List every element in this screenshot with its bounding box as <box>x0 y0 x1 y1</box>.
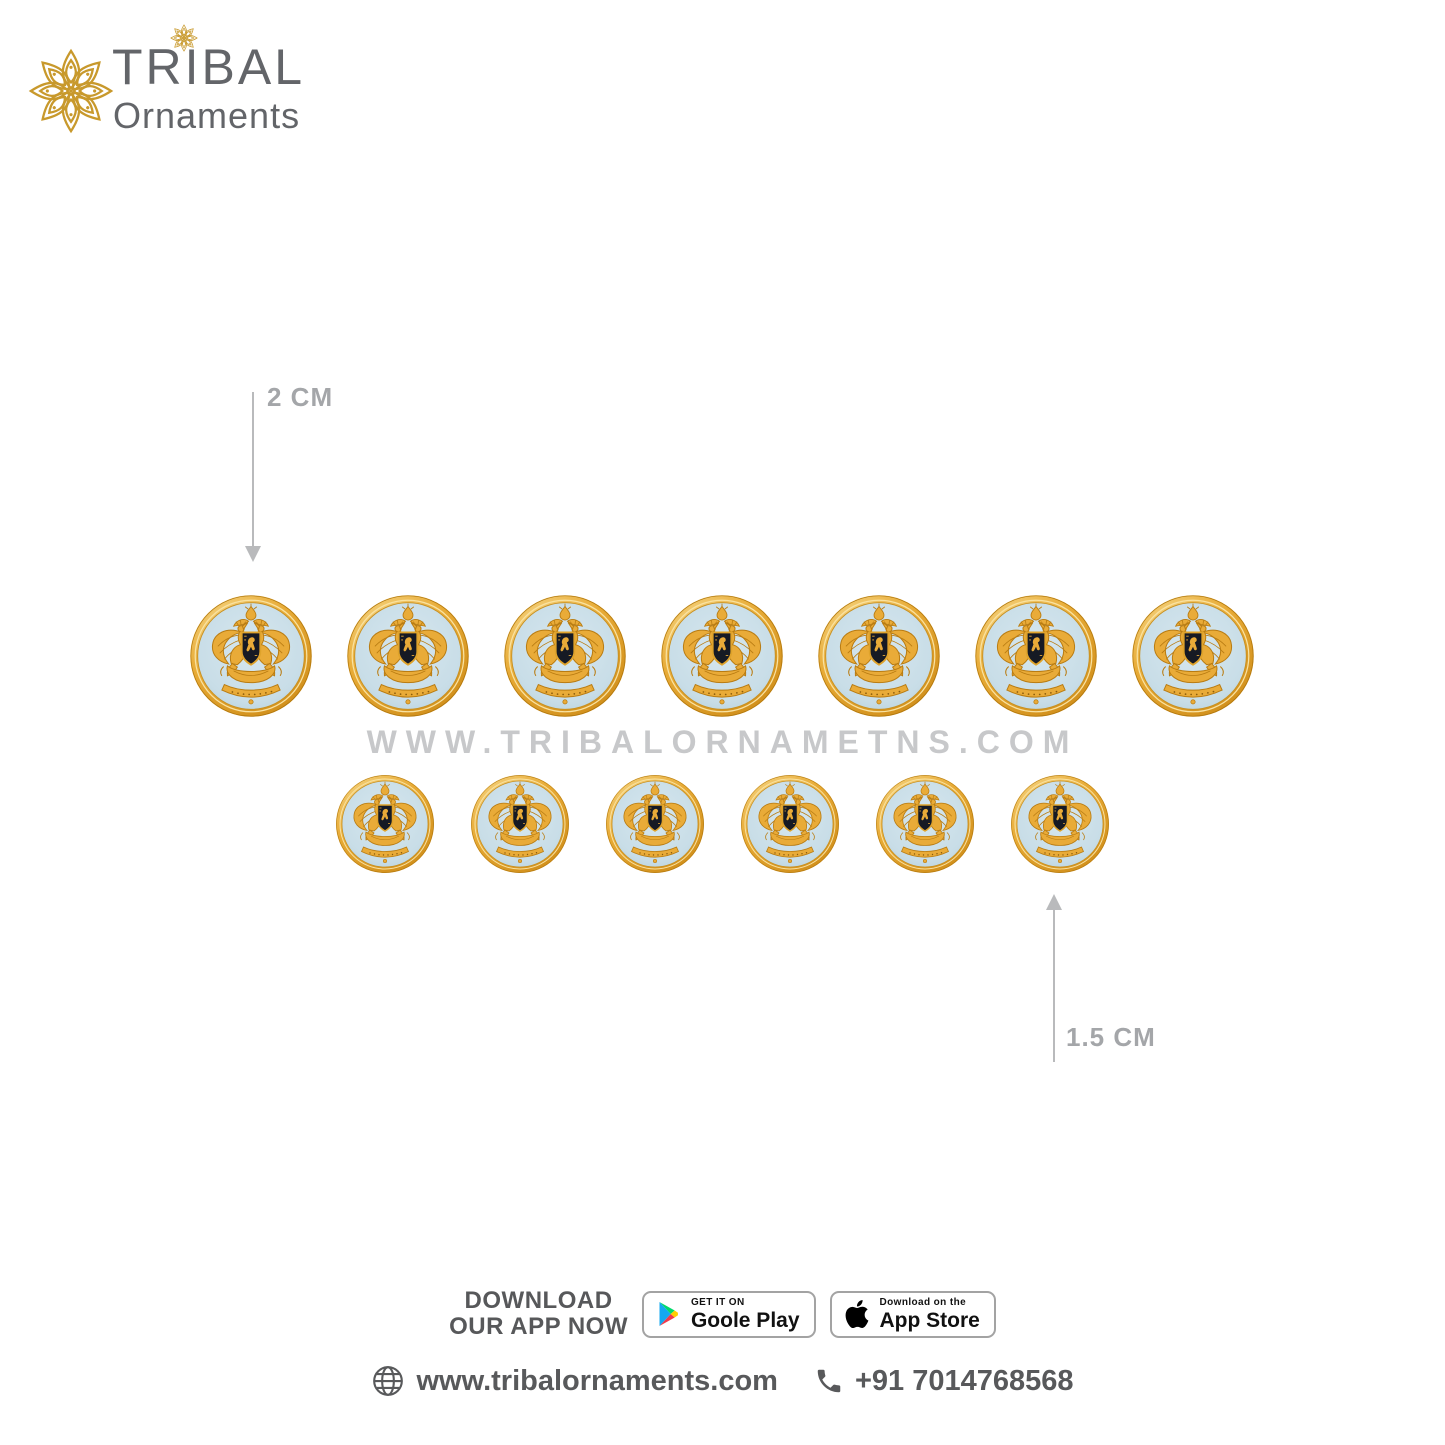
arrow-down-icon <box>245 392 261 562</box>
contact-section: www.tribalornaments.com +91 7014768568 <box>0 1364 1445 1398</box>
phone-icon <box>817 1369 841 1393</box>
crest-button-icon <box>974 594 1098 718</box>
crest-button-icon <box>605 774 705 874</box>
app-store-tagline: Download on the <box>879 1296 967 1308</box>
arrow-up-icon <box>1046 894 1062 1062</box>
google-play-tagline: GET IT ON <box>690 1296 745 1308</box>
google-play-label: Goole Play <box>690 1308 800 1332</box>
enamel-button-small <box>605 774 705 874</box>
crest-button-icon <box>1131 594 1255 718</box>
watermark: WWW.TRIBALORNAMETNS.COM <box>366 724 1079 760</box>
crest-button-icon <box>817 594 941 718</box>
large-button-size-label: 2 CM <box>267 382 334 412</box>
apple-icon <box>845 1300 868 1329</box>
enamel-button-small <box>740 774 840 874</box>
crest-button-icon <box>470 774 570 874</box>
enamel-button-large <box>974 594 1098 718</box>
enamel-button-large <box>503 594 627 718</box>
download-line2: OUR APP NOW <box>449 1313 628 1341</box>
button-row-large <box>189 594 1255 718</box>
globe-icon <box>373 1366 404 1396</box>
crest-button-icon <box>346 594 470 718</box>
download-line1: DOWNLOAD <box>464 1287 613 1314</box>
website-link[interactable]: www.tribalornaments.com <box>416 1364 778 1397</box>
small-button-size-label: 1.5 CM <box>1066 1022 1156 1052</box>
phone-number[interactable]: +91 7014768568 <box>854 1364 1074 1397</box>
brand-logo: TRIBAL Ornaments <box>0 0 420 170</box>
enamel-button-large <box>817 594 941 718</box>
enamel-button-large <box>189 594 313 718</box>
crest-button-icon <box>189 594 313 718</box>
brand-subtitle: Ornaments <box>113 95 301 136</box>
crest-button-icon <box>740 774 840 874</box>
button-row-small <box>335 774 1110 874</box>
crest-button-icon <box>660 594 784 718</box>
enamel-button-large <box>1131 594 1255 718</box>
google-play-icon <box>659 1302 678 1327</box>
enamel-button-large <box>346 594 470 718</box>
crest-button-icon <box>1010 774 1110 874</box>
app-store-badge[interactable]: Download on the App Store <box>829 1290 996 1338</box>
download-app-text: DOWNLOAD OUR APP NOW <box>449 1287 628 1341</box>
brand-text: TRIBAL Ornaments <box>112 42 305 134</box>
crest-button-icon <box>875 774 975 874</box>
google-play-badge-text: GET IT ON Goole Play <box>690 1296 800 1332</box>
enamel-button-small <box>1010 774 1110 874</box>
crest-button-icon <box>503 594 627 718</box>
app-store-badge-text: Download on the App Store <box>879 1296 980 1332</box>
enamel-button-large <box>660 594 784 718</box>
google-play-badge[interactable]: GET IT ON Goole Play <box>641 1290 816 1338</box>
enamel-button-small <box>875 774 975 874</box>
enamel-button-small <box>470 774 570 874</box>
brand-title: TRIBAL <box>112 39 306 95</box>
app-download-section: DOWNLOAD OUR APP NOW GET IT ON Goole Pla… <box>0 1287 1445 1341</box>
app-store-label: App Store <box>879 1308 980 1332</box>
crest-button-icon <box>335 774 435 874</box>
lotus-flower-icon <box>28 44 114 138</box>
enamel-button-small <box>335 774 435 874</box>
